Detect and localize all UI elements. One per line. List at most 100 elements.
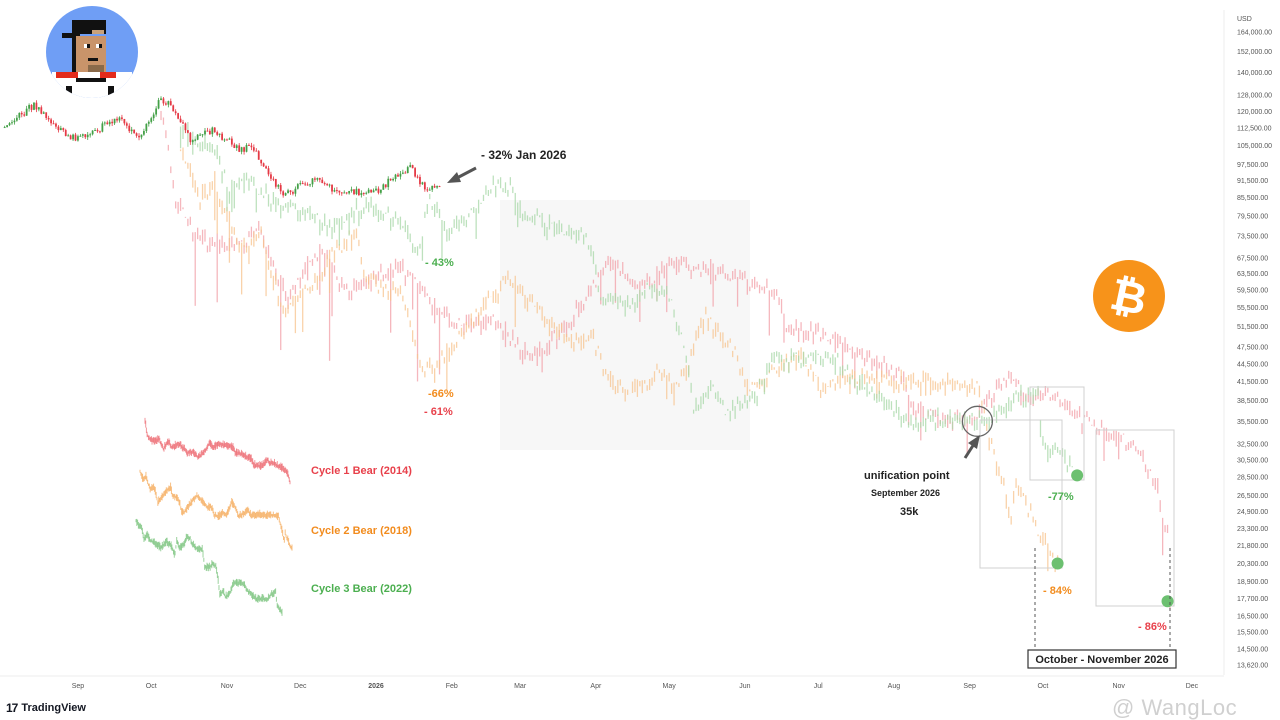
price-tick-label: 51,500.00 (1237, 324, 1268, 331)
candle-body (186, 130, 189, 133)
bottom-marker-dot (1071, 469, 1084, 482)
candle-body (130, 129, 133, 132)
candle-body (147, 121, 150, 124)
candle-body (379, 189, 382, 193)
candle-body (238, 145, 241, 152)
candle-body (128, 125, 131, 132)
candle-body (409, 165, 412, 168)
tradingview-logo-text: TradingView (21, 702, 86, 714)
candle-body (191, 140, 194, 143)
price-axis[interactable] (1224, 10, 1280, 675)
time-tick-label: Oct (1037, 683, 1048, 690)
candle-body (52, 123, 55, 125)
candle-body (33, 102, 35, 110)
candle-body (348, 190, 351, 194)
time-tick-label: Jul (814, 683, 823, 690)
price-tick-label: 44,500.00 (1237, 361, 1268, 368)
candle-body (370, 189, 373, 193)
candle-body (274, 179, 277, 187)
candle-body (174, 111, 177, 114)
candle-body (116, 118, 118, 121)
candle-body (20, 112, 23, 115)
candle-body (86, 134, 89, 138)
candle-body (125, 123, 128, 126)
candle-body (279, 185, 282, 192)
currency-label: USD (1237, 16, 1252, 23)
candle-body (399, 173, 402, 177)
cycle2-bottom-box (979, 419, 1063, 569)
price-tick-label: 15,500.00 (1237, 630, 1268, 637)
candle-body (431, 185, 434, 190)
candle-body (323, 183, 326, 185)
annotation-cycle1-bottom: - 86% (1138, 621, 1167, 633)
candle-body (372, 190, 375, 193)
candle-body (94, 129, 96, 131)
candle-body (419, 177, 421, 185)
candle-body (13, 120, 16, 123)
candle-body (223, 139, 226, 141)
candle-body (204, 130, 206, 135)
candle-body (111, 121, 114, 124)
candle-body (284, 193, 287, 196)
candle-body (411, 165, 414, 169)
price-tick-label: 128,000.00 (1237, 93, 1272, 100)
candle-body (277, 185, 280, 187)
candle-body (91, 130, 94, 135)
candle-body (426, 189, 429, 191)
candle-body (106, 122, 109, 125)
price-tick-label: 67,500.00 (1237, 255, 1268, 262)
candle-body (69, 135, 72, 140)
candle-body (336, 190, 338, 192)
candle-body (8, 123, 11, 126)
candle-body (294, 188, 297, 194)
candle-body (240, 147, 243, 152)
candle-body (331, 184, 333, 192)
candle-body (282, 191, 285, 196)
candle-body (328, 184, 331, 186)
price-tick-label: 41,500.00 (1237, 379, 1268, 386)
candle-body (436, 186, 438, 188)
cycle1-bottom-box (1095, 429, 1175, 607)
candle-body (25, 108, 28, 116)
candle-body (267, 168, 270, 175)
candle-body (213, 127, 216, 133)
price-tick-label: 14,500.00 (1237, 647, 1268, 654)
unification-title: unification point (864, 470, 950, 482)
candle-body (350, 189, 353, 191)
time-tick-label: Apr (590, 683, 602, 690)
candle-body (404, 172, 407, 174)
unification-circle (961, 405, 994, 437)
tradingview-logo[interactable]: 17 TradingView (6, 701, 86, 715)
candle-body (196, 134, 199, 140)
unification-date: September 2026 (871, 488, 940, 498)
candle-body (314, 178, 316, 180)
time-axis[interactable] (0, 676, 1224, 696)
candle-body (389, 178, 392, 181)
price-tick-label: 30,500.00 (1237, 457, 1268, 464)
candle-body (84, 134, 87, 138)
candle-body (189, 132, 192, 143)
candle-body (292, 192, 294, 194)
candle-body (421, 182, 424, 185)
candle-body (103, 122, 106, 124)
candle-body (143, 131, 145, 135)
candle-body (304, 183, 307, 185)
candle-body (35, 102, 38, 110)
price-tick-label: 112,500.00 (1237, 125, 1272, 132)
candle-body (265, 166, 267, 169)
candle-body (245, 144, 248, 152)
candle-body (343, 192, 346, 194)
candle-body (79, 135, 82, 137)
bottom-marker-dot (1051, 557, 1064, 570)
candle-body (77, 136, 79, 141)
candle-body (40, 107, 43, 114)
candle-body (262, 163, 265, 167)
candle-body (64, 130, 67, 137)
price-tick-label: 79,500.00 (1237, 214, 1268, 221)
candle-body (433, 185, 436, 188)
candle-body (133, 129, 136, 134)
candle-body (309, 184, 311, 186)
candle-body (333, 190, 336, 192)
author-watermark: @ WangLoc (1112, 695, 1238, 720)
